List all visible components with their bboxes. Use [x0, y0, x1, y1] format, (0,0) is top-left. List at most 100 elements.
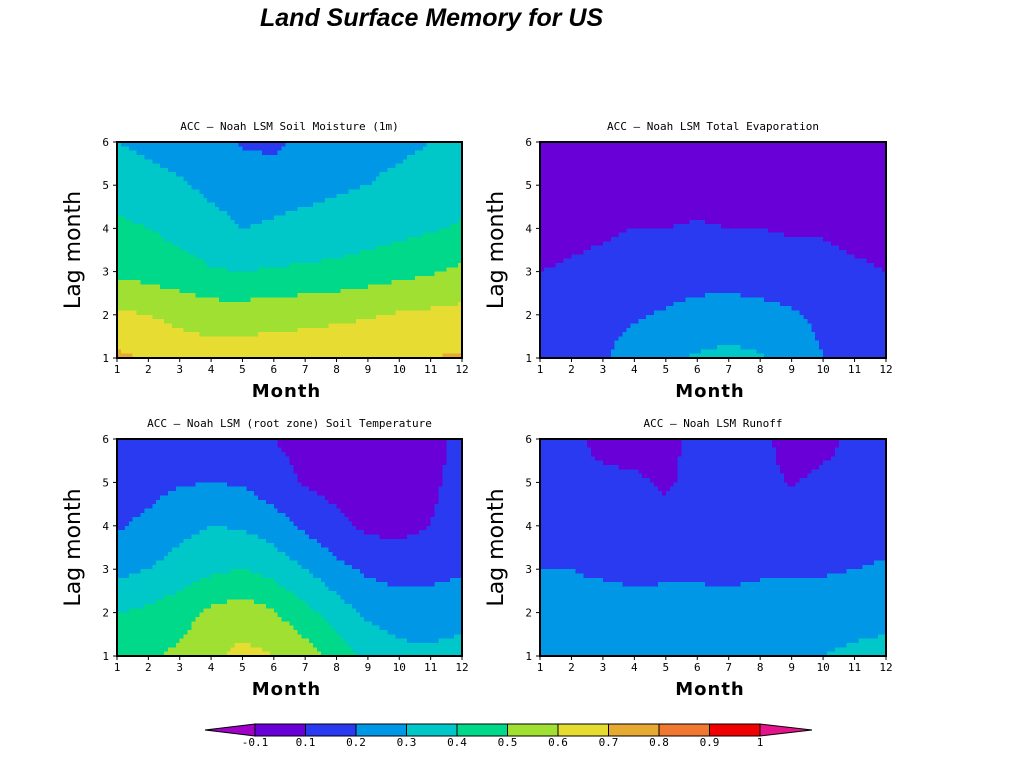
heatmap-cell	[234, 310, 240, 316]
heatmap-cell	[418, 332, 424, 337]
heatmap-cell	[575, 323, 580, 329]
heatmap-cell	[454, 237, 459, 242]
heatmap-cell	[540, 232, 545, 238]
heatmap-cell	[387, 271, 393, 277]
heatmap-cell	[320, 349, 326, 355]
heatmap-cell	[434, 180, 440, 186]
heatmap-cell	[563, 154, 569, 160]
heatmap-cell	[305, 180, 310, 186]
heatmap-cell	[555, 301, 561, 307]
heatmap-cell	[309, 185, 314, 191]
heatmap-cell	[387, 262, 393, 268]
heatmap-cell	[348, 211, 353, 217]
heatmap-cell	[148, 206, 153, 212]
heatmap-cell	[458, 275, 463, 281]
heatmap-cell	[348, 250, 353, 255]
heatmap-cell	[551, 327, 557, 333]
heatmap-cell	[183, 332, 189, 337]
heatmap-cell	[207, 275, 212, 281]
heatmap-cell	[563, 146, 569, 152]
heatmap-cell	[293, 310, 298, 316]
heatmap-cell	[148, 215, 153, 221]
heatmap-cell	[458, 159, 463, 165]
heatmap-cell	[289, 241, 295, 247]
heatmap-cell	[438, 219, 443, 225]
heatmap-cell	[230, 327, 236, 333]
heatmap-cell	[309, 254, 314, 260]
heatmap-cell	[426, 336, 432, 342]
heatmap-cell	[144, 271, 149, 277]
heatmap-cell	[320, 224, 326, 229]
heatmap-cell	[199, 215, 204, 221]
heatmap-cell	[234, 293, 240, 299]
heatmap-cell	[211, 267, 216, 273]
heatmap-cell	[273, 215, 279, 221]
heatmap-cell	[371, 224, 377, 229]
heatmap-cell	[305, 349, 310, 355]
heatmap-cell	[215, 176, 220, 182]
heatmap-cell	[309, 250, 314, 255]
heatmap-cell	[579, 332, 584, 337]
heatmap-cell	[195, 349, 200, 355]
heatmap-cell	[258, 167, 263, 173]
heatmap-cell	[383, 215, 389, 221]
heatmap-cell	[167, 284, 173, 290]
heatmap-cell	[555, 224, 561, 229]
heatmap-cell	[313, 323, 318, 329]
heatmap-cell	[540, 314, 545, 320]
heatmap-cell	[391, 150, 396, 156]
heatmap-cell	[230, 228, 236, 234]
heatmap-cell	[152, 345, 157, 350]
heatmap-cell	[230, 215, 236, 221]
heatmap-cell	[340, 314, 345, 320]
heatmap-cell	[446, 340, 451, 346]
heatmap-cell	[222, 353, 228, 359]
heatmap-cell	[418, 176, 424, 182]
heatmap-cell	[430, 275, 436, 281]
heatmap-cell	[356, 198, 361, 204]
heatmap-cell	[344, 306, 349, 312]
heatmap-cell	[238, 198, 244, 204]
heatmap-cell	[171, 219, 177, 225]
heatmap-cell	[407, 293, 412, 299]
heatmap-cell	[293, 142, 298, 147]
heatmap-cell	[140, 349, 146, 355]
heatmap-cell	[215, 280, 220, 286]
heatmap-cell	[179, 254, 185, 260]
heatmap-cell	[348, 232, 353, 238]
heatmap-cell	[426, 185, 432, 191]
heatmap-cell	[215, 224, 220, 229]
heatmap-cell	[226, 142, 232, 147]
heatmap-cell	[160, 293, 165, 299]
heatmap-cell	[218, 154, 224, 160]
heatmap-cell	[136, 159, 142, 165]
heatmap-cell	[403, 267, 408, 273]
heatmap-cell	[571, 250, 576, 255]
heatmap-cell	[571, 189, 576, 195]
heatmap-cell	[363, 254, 369, 260]
heatmap-cell	[289, 349, 295, 355]
heatmap-cell	[579, 237, 584, 242]
heatmap-cell	[540, 280, 545, 286]
heatmap-cell	[242, 336, 247, 342]
heatmap-cell	[246, 250, 251, 255]
heatmap-cell	[293, 180, 298, 186]
heatmap-cell	[238, 310, 244, 316]
heatmap-cell	[328, 224, 334, 229]
heatmap-cell	[215, 154, 220, 160]
heatmap-cell	[313, 340, 318, 346]
heatmap-cell	[136, 142, 142, 147]
heatmap-cell	[328, 254, 334, 260]
heatmap-cell	[352, 241, 357, 247]
heatmap-cell	[407, 237, 412, 242]
heatmap-cell	[328, 193, 334, 199]
heatmap-cell	[414, 198, 420, 204]
heatmap-cell	[555, 237, 561, 242]
heatmap-cell	[579, 198, 584, 204]
heatmap-cell	[301, 345, 306, 350]
heatmap-cell	[273, 232, 279, 238]
heatmap-cell	[222, 219, 228, 225]
heatmap-cell	[246, 228, 251, 234]
heatmap-cell	[375, 146, 381, 152]
heatmap-cell	[297, 340, 302, 346]
